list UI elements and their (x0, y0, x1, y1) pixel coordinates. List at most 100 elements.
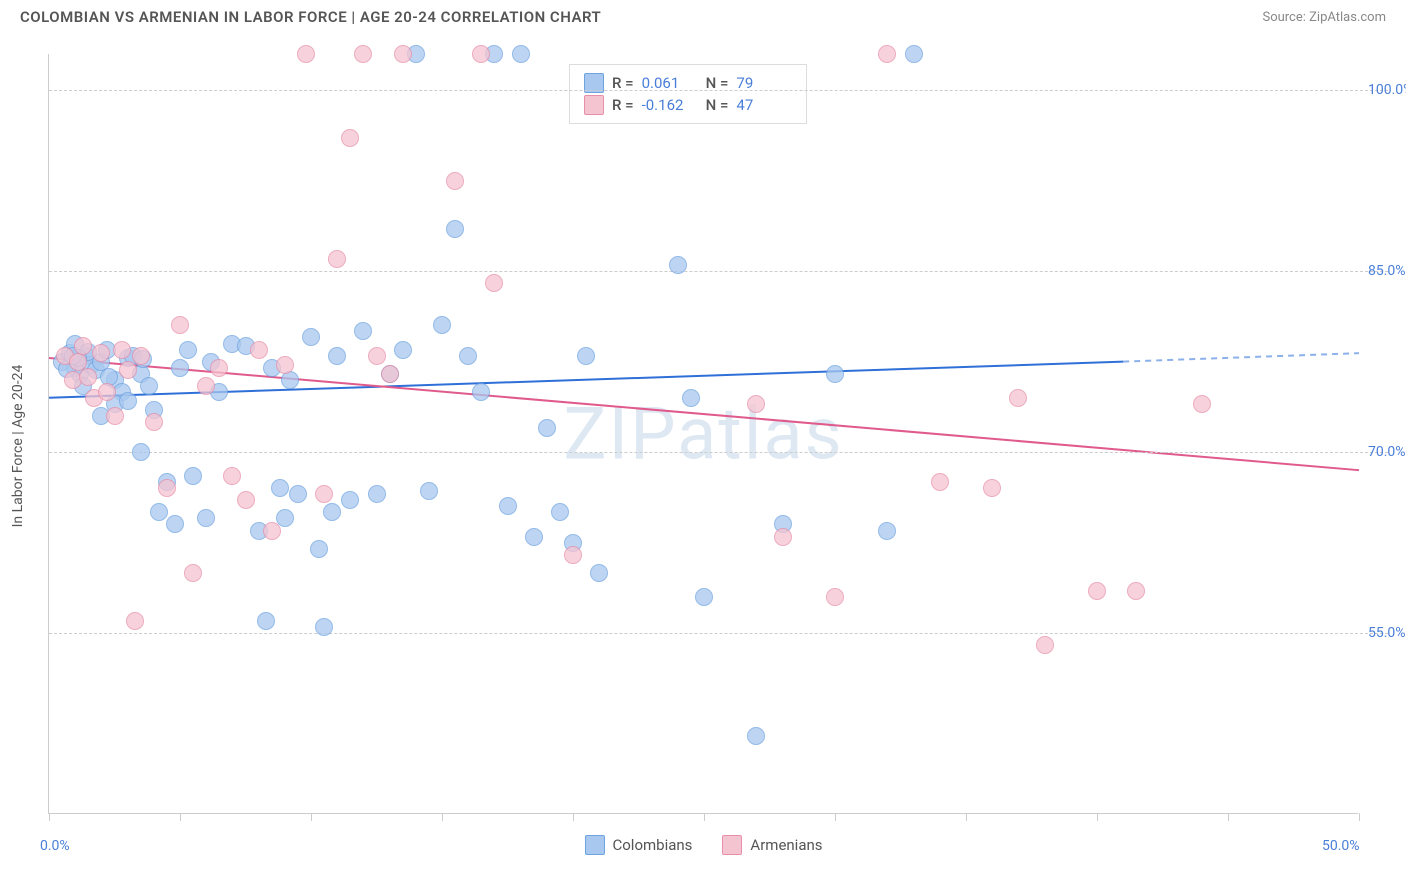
data-point (485, 274, 503, 292)
data-point (590, 564, 608, 582)
data-point (682, 389, 700, 407)
data-point (184, 564, 202, 582)
data-point (878, 45, 896, 63)
data-point (119, 392, 137, 410)
legend-item-armenians: Armenians (722, 835, 822, 855)
data-point (381, 365, 399, 383)
data-point (1036, 636, 1054, 654)
data-point (237, 491, 255, 509)
data-point (310, 540, 328, 558)
data-point (577, 347, 595, 365)
x-tick (180, 813, 181, 821)
data-point (669, 256, 687, 274)
y-tick-label: 70.0% (1368, 444, 1406, 460)
data-point (499, 497, 517, 515)
r-label: R = (612, 96, 634, 114)
data-point (79, 368, 97, 386)
data-point (341, 491, 359, 509)
data-point (158, 479, 176, 497)
data-point (1088, 582, 1106, 600)
data-point (126, 612, 144, 630)
r-value-armenians: -0.162 (642, 96, 698, 114)
data-point (250, 341, 268, 359)
x-tick (835, 813, 836, 821)
data-point (826, 365, 844, 383)
data-point (394, 45, 412, 63)
data-point (150, 503, 168, 521)
data-point (564, 546, 582, 564)
x-axis-max-label: 50.0% (1322, 838, 1360, 854)
data-point (446, 220, 464, 238)
data-point (171, 316, 189, 334)
data-point (354, 45, 372, 63)
data-point (184, 467, 202, 485)
x-tick (704, 813, 705, 821)
chart-source: Source: ZipAtlas.com (1262, 10, 1386, 25)
data-point (420, 482, 438, 500)
n-value-armenians: 47 (736, 96, 792, 114)
gridline (49, 271, 1388, 272)
trend-lines (49, 54, 1358, 813)
data-point (132, 347, 150, 365)
x-tick (1228, 813, 1229, 821)
data-point (297, 45, 315, 63)
data-point (747, 727, 765, 745)
data-point (210, 359, 228, 377)
data-point (472, 383, 490, 401)
data-point (289, 485, 307, 503)
data-point (92, 344, 110, 362)
data-point (197, 509, 215, 527)
data-point (328, 347, 346, 365)
chart-header: COLOMBIAN VS ARMENIAN IN LABOR FORCE | A… (0, 0, 1406, 32)
gridline (49, 452, 1388, 453)
data-point (1009, 389, 1027, 407)
data-point (140, 377, 158, 395)
data-point (747, 395, 765, 413)
data-point (459, 347, 477, 365)
data-point (315, 485, 333, 503)
legend-item-colombians: Colombians (584, 835, 692, 855)
data-point (878, 522, 896, 540)
series-legend: Colombians Armenians (584, 835, 822, 855)
data-point (98, 383, 116, 401)
data-point (145, 413, 163, 431)
y-tick-label: 100.0% (1368, 82, 1406, 98)
data-point (774, 528, 792, 546)
data-point (341, 129, 359, 147)
x-tick (442, 813, 443, 821)
data-point (695, 588, 713, 606)
data-point (257, 612, 275, 630)
legend-label: Colombians (612, 836, 692, 854)
x-tick (1097, 813, 1098, 821)
data-point (106, 407, 124, 425)
data-point (223, 467, 241, 485)
data-point (931, 473, 949, 491)
data-point (263, 522, 281, 540)
data-point (433, 316, 451, 334)
data-point (119, 361, 137, 379)
chart-title: COLOMBIAN VS ARMENIAN IN LABOR FORCE | A… (20, 8, 601, 26)
correlation-legend: R = 0.061 N = 79 R = -0.162 N = 47 (569, 64, 807, 124)
scatter-chart: ZIPatlas R = 0.061 N = 79 R = -0.162 N =… (48, 54, 1358, 814)
data-point (271, 479, 289, 497)
data-point (302, 328, 320, 346)
legend-swatch-icon (722, 835, 742, 855)
data-point (171, 359, 189, 377)
legend-swatch-icon (584, 835, 604, 855)
data-point (538, 419, 556, 437)
x-tick (573, 813, 574, 821)
data-point (166, 515, 184, 533)
data-point (74, 337, 92, 355)
data-point (525, 528, 543, 546)
data-point (368, 485, 386, 503)
x-tick (966, 813, 967, 821)
data-point (826, 588, 844, 606)
data-point (179, 341, 197, 359)
data-point (113, 341, 131, 359)
data-point (1127, 582, 1145, 600)
data-point (354, 322, 372, 340)
legend-label: Armenians (750, 836, 822, 854)
legend-row-armenians: R = -0.162 N = 47 (584, 95, 792, 115)
y-axis-title: In Labor Force | Age 20-24 (10, 365, 26, 528)
data-point (394, 341, 412, 359)
